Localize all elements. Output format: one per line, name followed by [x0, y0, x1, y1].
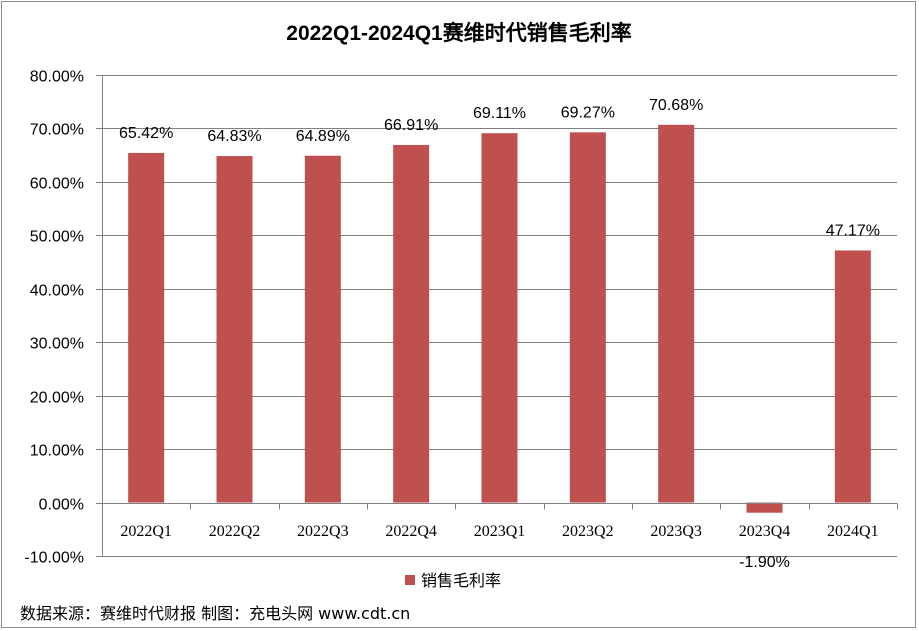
bar — [834, 250, 871, 503]
x-category-label: 2022Q4 — [385, 523, 437, 540]
bar-value-label: -1.90% — [739, 554, 790, 571]
y-tick-label: 60.00% — [30, 176, 84, 193]
legend: 销售毛利率 — [405, 571, 501, 590]
y-tick-label: 40.00% — [30, 283, 84, 300]
x-axis — [102, 503, 898, 510]
x-category-label: 2023Q1 — [474, 523, 526, 540]
chart-title: 2022Q1-2024Q1赛维时代销售毛利率 — [286, 21, 631, 45]
y-tick-label: 10.00% — [30, 443, 84, 460]
bar-value-label: 66.91% — [384, 117, 438, 134]
y-tick-label: 80.00% — [30, 69, 84, 86]
x-category-label: 2022Q1 — [120, 523, 172, 540]
y-axis-ticks: 80.00% 70.00% 60.00% 50.00% 40.00% 30.00% 20.0… — [24, 69, 84, 567]
bars — [128, 124, 871, 513]
bar-value-label: 70.68% — [649, 97, 703, 114]
x-category-label: 2023Q2 — [562, 523, 614, 540]
y-tick-label: 0.00% — [39, 497, 84, 514]
x-category-label: 2024Q1 — [827, 523, 879, 540]
bar-value-label: 69.27% — [561, 104, 615, 121]
data-labels: 65.42% 64.83% 64.89% 66.91% 69.11% 69.27% 70.6… — [119, 97, 880, 571]
bar — [128, 152, 165, 503]
y-tick-label: 50.00% — [30, 229, 84, 246]
x-axis-categories: 2022Q1 2022Q2 2022Q3 2022Q4 2023Q1 2023Q2 2023… — [120, 523, 878, 540]
bar-value-label: 65.42% — [119, 125, 173, 142]
bar — [746, 502, 783, 513]
bar-value-label: 69.11% — [473, 105, 526, 122]
bar — [216, 156, 253, 503]
y-tick-label: 20.00% — [30, 390, 84, 407]
bar-value-label: 47.17% — [826, 222, 880, 239]
x-category-label: 2022Q2 — [209, 523, 261, 540]
y-tick-label: -10.00% — [24, 550, 84, 567]
bar — [304, 155, 341, 503]
bar-value-label: 64.89% — [296, 128, 350, 145]
bar-value-label: 64.83% — [207, 128, 261, 145]
y-tick-label: 70.00% — [30, 122, 84, 139]
source-footer: 数据来源：赛维时代财报 制图：充电头网 www.cdt.cn — [20, 604, 410, 623]
bar — [658, 124, 695, 503]
bar — [481, 133, 518, 503]
x-category-label: 2023Q3 — [650, 523, 702, 540]
legend-label: 销售毛利率 — [421, 571, 501, 590]
bar — [569, 132, 606, 503]
legend-swatch — [405, 575, 415, 585]
x-category-label: 2022Q3 — [297, 523, 349, 540]
x-category-label: 2023Q4 — [739, 523, 791, 540]
y-tick-label: 30.00% — [30, 336, 84, 353]
bar — [393, 144, 430, 503]
